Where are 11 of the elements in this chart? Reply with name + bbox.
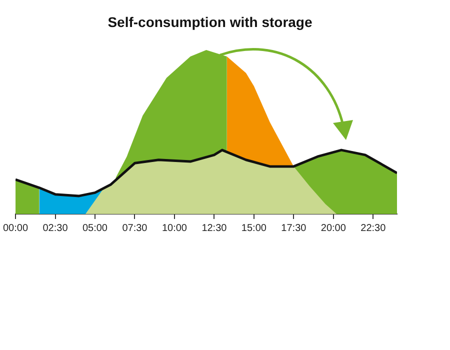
x-tick-label: 17:30 [281, 222, 307, 234]
x-tick-label: 00:00 [2, 222, 28, 234]
x-tick-label: 07:30 [122, 222, 148, 234]
chart-title: Self-consumption with storage [106, 14, 314, 30]
x-tick-label: 20:00 [320, 222, 346, 234]
x-tick-label: 22:30 [360, 222, 386, 234]
x-tick-label: 05:00 [82, 222, 108, 234]
x-tick-label: 15:00 [241, 222, 267, 234]
x-tick-label: 02:30 [42, 222, 68, 234]
x-tick-label: 12:30 [202, 222, 228, 234]
x-tick-label: 10:00 [162, 222, 188, 234]
